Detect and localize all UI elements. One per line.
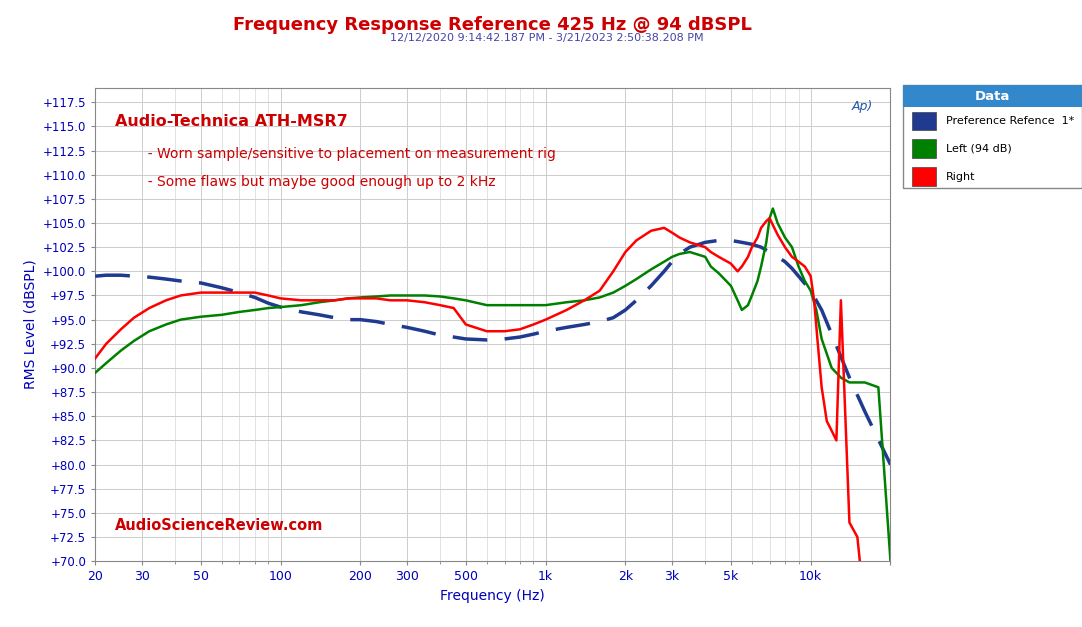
Text: Left (94 dB): Left (94 dB) [947, 144, 1012, 154]
X-axis label: Frequency (Hz): Frequency (Hz) [440, 589, 545, 603]
Text: - Some flaws but maybe good enough up to 2 kHz: - Some flaws but maybe good enough up to… [138, 176, 496, 189]
Bar [912, 139, 936, 158]
Y-axis label: RMS Level (dBSPL): RMS Level (dBSPL) [23, 260, 37, 389]
Bar [903, 85, 1082, 107]
Text: Right: Right [947, 172, 976, 182]
Text: Ap): Ap) [852, 100, 873, 113]
Text: Audio-Technica ATH-MSR7: Audio-Technica ATH-MSR7 [115, 114, 347, 129]
Text: Data: Data [975, 90, 1011, 103]
Text: - Worn sample/sensitive to placement on measurement rig: - Worn sample/sensitive to placement on … [138, 147, 556, 161]
Text: Preference Refence  1*: Preference Refence 1* [947, 116, 1074, 126]
Text: AudioScienceReview.com: AudioScienceReview.com [115, 518, 324, 533]
Bar [912, 167, 936, 186]
Bar [912, 112, 936, 130]
Text: Frequency Response Reference 425 Hz @ 94 dBSPL: Frequency Response Reference 425 Hz @ 94… [234, 16, 752, 34]
Text: 12/12/2020 9:14:42.187 PM - 3/21/2023 2:50:38.208 PM: 12/12/2020 9:14:42.187 PM - 3/21/2023 2:… [391, 33, 703, 43]
